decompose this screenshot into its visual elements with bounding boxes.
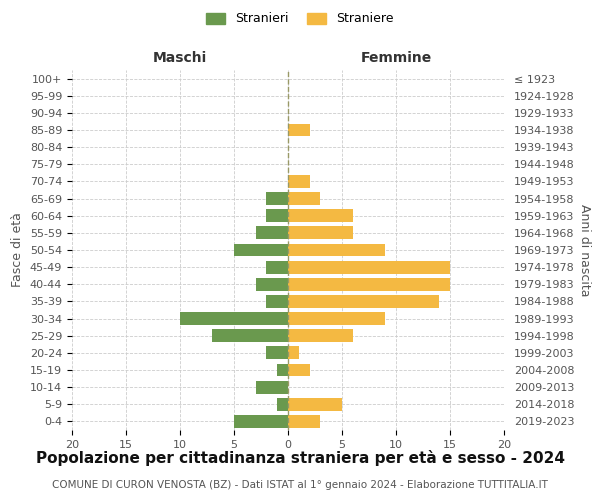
Bar — [266, 260, 288, 274]
Bar — [256, 226, 288, 239]
Bar — [288, 330, 353, 342]
Bar — [288, 364, 310, 376]
Bar — [288, 210, 353, 222]
Bar — [288, 124, 310, 136]
Bar — [256, 278, 288, 290]
Bar — [256, 380, 288, 394]
Bar — [288, 398, 342, 410]
Bar — [234, 244, 288, 256]
Bar — [212, 330, 288, 342]
Text: Popolazione per cittadinanza straniera per età e sesso - 2024: Popolazione per cittadinanza straniera p… — [35, 450, 565, 466]
Bar — [288, 346, 299, 360]
Bar — [288, 175, 310, 188]
Bar — [288, 415, 320, 428]
Bar — [266, 210, 288, 222]
Legend: Stranieri, Straniere: Stranieri, Straniere — [203, 8, 397, 29]
Bar — [180, 312, 288, 325]
Bar — [234, 415, 288, 428]
Bar — [277, 398, 288, 410]
Bar — [288, 192, 320, 205]
Bar — [288, 260, 450, 274]
Bar — [288, 295, 439, 308]
Bar — [266, 192, 288, 205]
Y-axis label: Anni di nascita: Anni di nascita — [578, 204, 591, 296]
Bar — [288, 244, 385, 256]
Bar — [288, 278, 450, 290]
Text: COMUNE DI CURON VENOSTA (BZ) - Dati ISTAT al 1° gennaio 2024 - Elaborazione TUTT: COMUNE DI CURON VENOSTA (BZ) - Dati ISTA… — [52, 480, 548, 490]
Bar — [266, 346, 288, 360]
Y-axis label: Fasce di età: Fasce di età — [11, 212, 25, 288]
Bar — [266, 295, 288, 308]
Bar — [277, 364, 288, 376]
Bar — [288, 226, 353, 239]
Bar — [288, 312, 385, 325]
